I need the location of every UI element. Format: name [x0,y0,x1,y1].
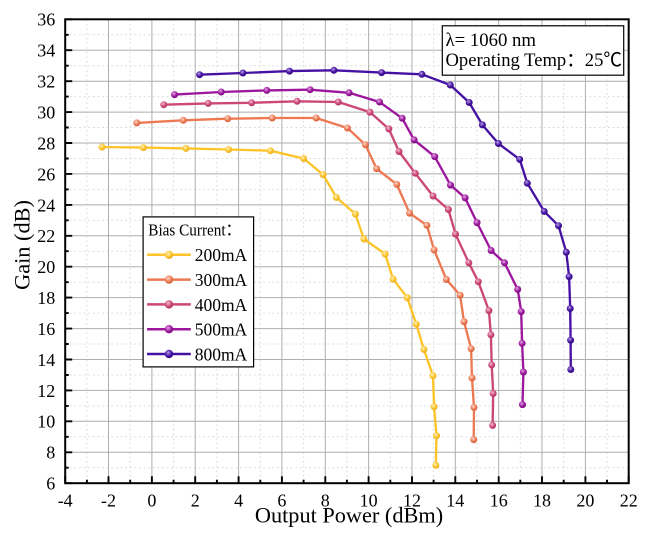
svg-text:Gain (dB): Gain (dB) [10,200,35,290]
svg-text:26: 26 [37,164,55,184]
svg-text:8: 8 [321,490,330,510]
svg-text:12: 12 [37,381,55,401]
svg-text:Operating Temp：25℃: Operating Temp：25℃ [446,50,623,71]
svg-text:12: 12 [403,490,421,510]
svg-text:2: 2 [191,490,200,510]
svg-text:20: 20 [37,257,55,277]
svg-text:10: 10 [360,490,378,510]
svg-text:36: 36 [37,10,55,30]
svg-text:30: 30 [37,103,55,123]
svg-text:32: 32 [37,72,55,92]
svg-text:20: 20 [576,490,594,510]
svg-text:14: 14 [37,350,55,370]
svg-text:28: 28 [37,133,55,153]
svg-text:400mA: 400mA [195,295,248,315]
svg-text:8: 8 [46,443,55,463]
svg-text:0: 0 [147,490,156,510]
svg-text:500mA: 500mA [195,320,248,340]
svg-text:800mA: 800mA [195,344,248,364]
svg-text:6: 6 [46,474,55,494]
svg-text:-2: -2 [101,490,116,510]
svg-text:200mA: 200mA [195,245,248,265]
svg-text:18: 18 [533,490,551,510]
svg-text:24: 24 [37,195,55,215]
svg-text:300mA: 300mA [195,270,248,290]
svg-text:16: 16 [37,319,55,339]
svg-text:10: 10 [37,412,55,432]
svg-text:6: 6 [277,490,286,510]
svg-text:Bias Current：: Bias Current： [148,220,241,239]
svg-text:22: 22 [37,226,55,246]
svg-text:Output Power (dBm): Output Power (dBm) [255,503,443,528]
svg-text:4: 4 [234,490,243,510]
svg-text:λ= 1060 nm: λ= 1060 nm [446,30,537,51]
svg-text:34: 34 [37,41,55,61]
svg-text:18: 18 [37,288,55,308]
svg-text:14: 14 [446,490,464,510]
svg-text:22: 22 [620,490,638,510]
svg-text:-4: -4 [58,490,73,510]
svg-text:16: 16 [490,490,508,510]
